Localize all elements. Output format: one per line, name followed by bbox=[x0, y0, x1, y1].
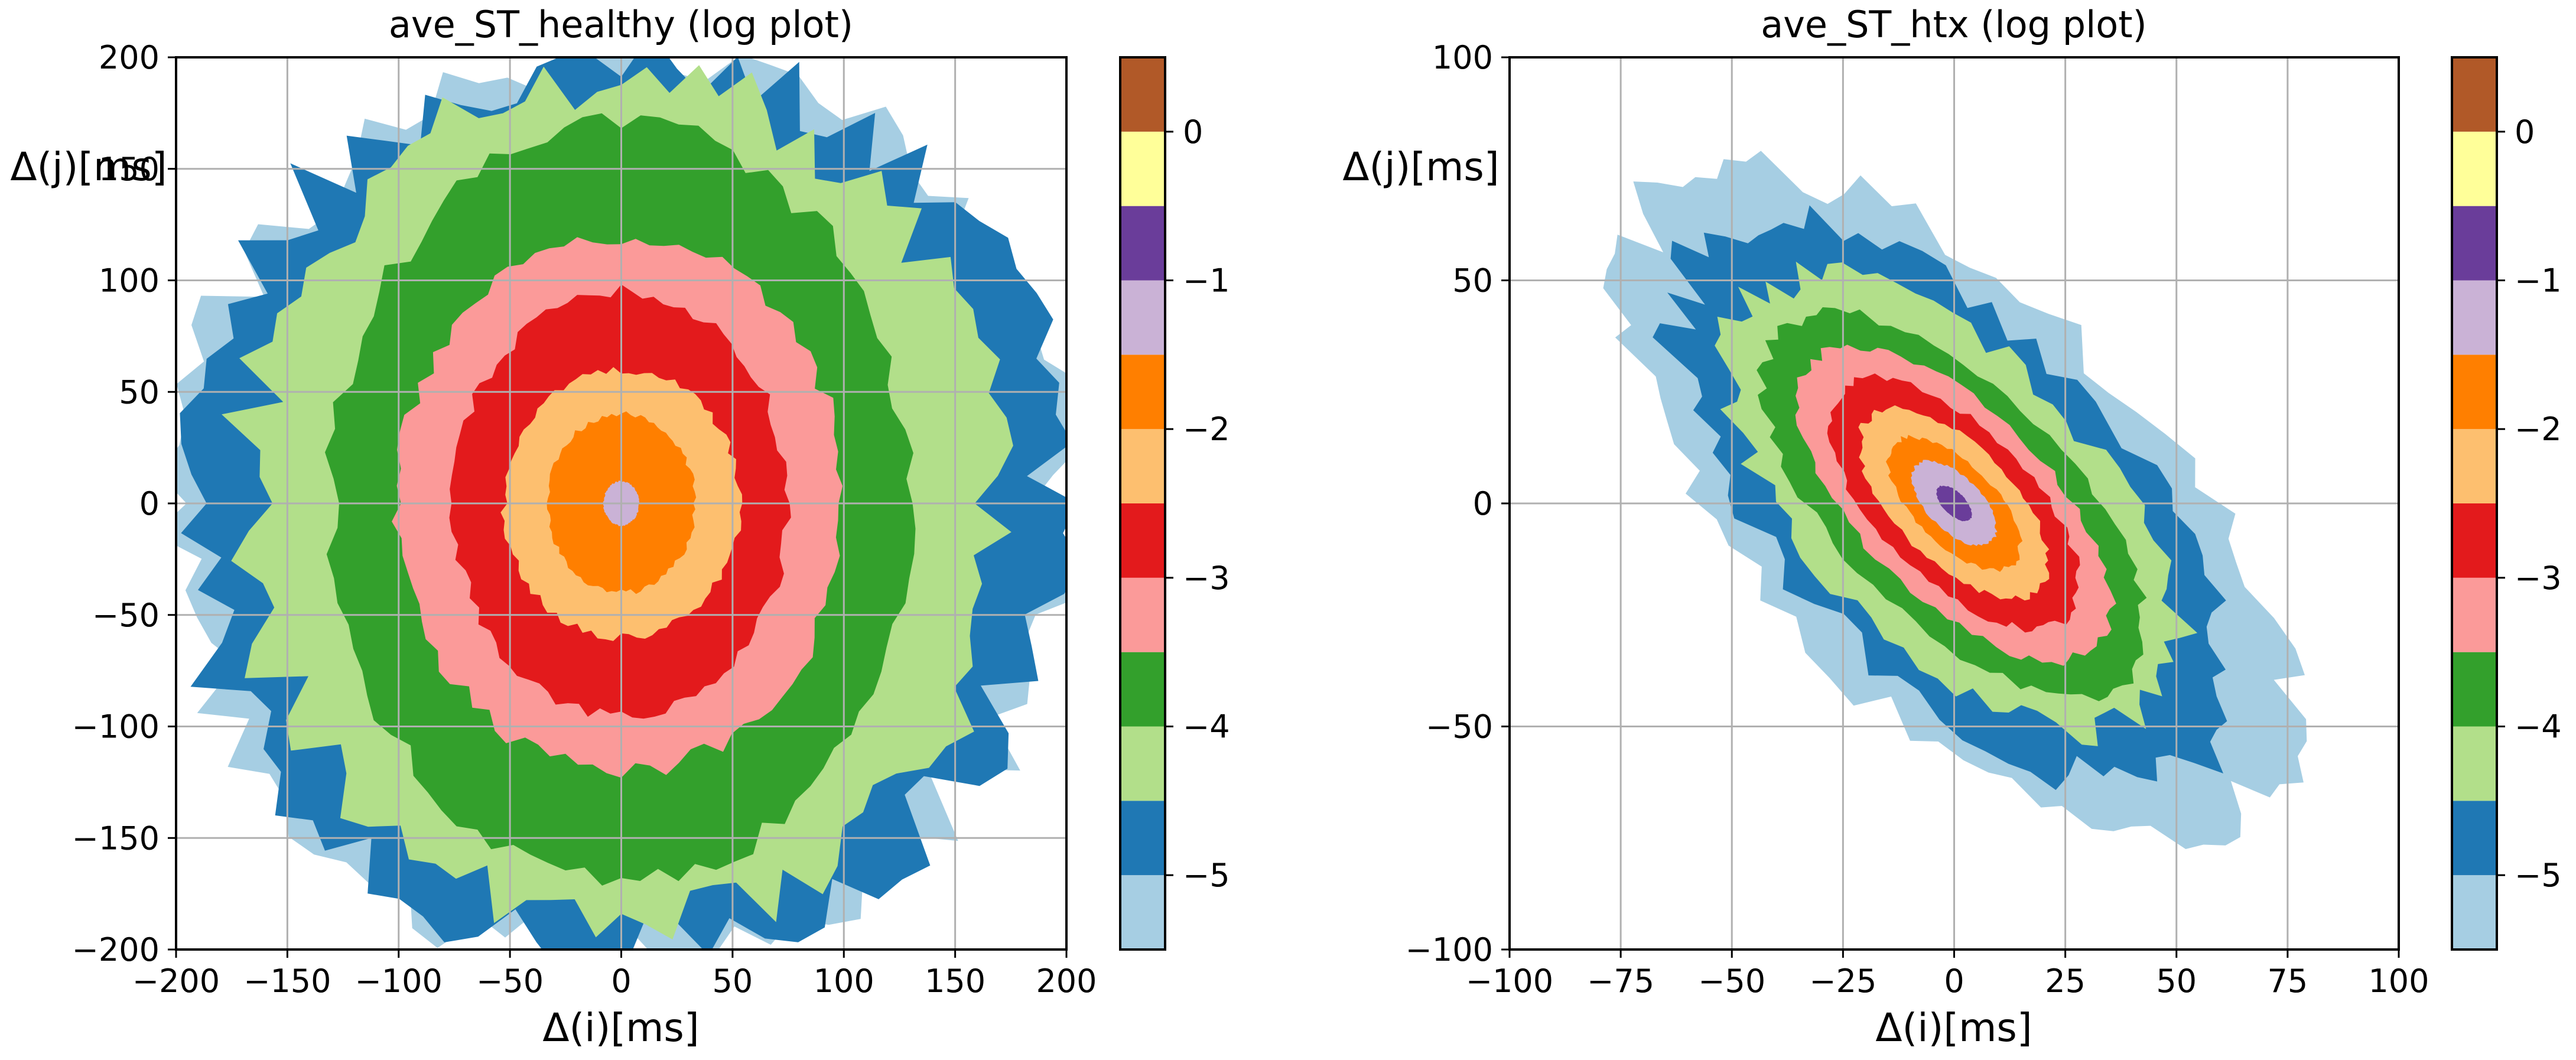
x-tick-label: −50 bbox=[1698, 963, 1765, 1000]
x-tick-label: −100 bbox=[1466, 963, 1553, 1000]
y-tick-label: 0 bbox=[1473, 485, 1493, 522]
colorbar-band-3 bbox=[1120, 652, 1165, 727]
y-tick-label: 50 bbox=[1452, 262, 1493, 300]
colorbar-band-7 bbox=[1120, 355, 1165, 430]
y-tick-label: 150 bbox=[99, 151, 160, 188]
colorbar-band-1 bbox=[1120, 801, 1165, 876]
x-tick-label: 100 bbox=[2368, 963, 2429, 1000]
y-tick-label: 0 bbox=[139, 485, 160, 522]
x-tick-label: 75 bbox=[2268, 963, 2308, 1000]
x-tick-label: −75 bbox=[1587, 963, 1654, 1000]
colorbar-band-2 bbox=[2452, 726, 2497, 801]
colorbar-tick-label: −2 bbox=[1183, 411, 1230, 448]
colorbar-band-9 bbox=[1120, 206, 1165, 281]
x-tick-label: 50 bbox=[713, 963, 753, 1000]
colorbar-band-0 bbox=[1120, 875, 1165, 950]
colorbar-band-5 bbox=[1120, 503, 1165, 578]
colorbar-tick-label: −5 bbox=[1183, 857, 1230, 894]
colorbar-band-4 bbox=[1120, 577, 1165, 652]
colorbar-tick-label: −3 bbox=[1183, 560, 1230, 597]
x-tick-label: −200 bbox=[132, 963, 220, 1000]
y-tick-label: 100 bbox=[1432, 39, 1493, 76]
colorbar-band-1 bbox=[2452, 801, 2497, 876]
colorbar-band-0 bbox=[2452, 875, 2497, 950]
y-tick-label: −50 bbox=[1426, 708, 1493, 746]
x-tick-label: 50 bbox=[2156, 963, 2197, 1000]
colorbar-band-11 bbox=[1120, 57, 1165, 132]
x-tick-label: −50 bbox=[476, 963, 544, 1000]
x-axis-label-healthy: Δ(i)[ms] bbox=[542, 1005, 699, 1051]
colorbar-band-6 bbox=[1120, 429, 1165, 503]
y-ticks-htx: −100 −50 0 50 100 bbox=[1406, 39, 1510, 968]
colorbar-frame bbox=[2451, 56, 2498, 951]
colorbar-tick-label: 0 bbox=[1183, 113, 1203, 151]
x-tick-label: 0 bbox=[611, 963, 631, 1000]
x-ticks-htx: −100 −75 −50 −25 0 25 50 75 100 bbox=[1466, 950, 2429, 1000]
y-tick-label: −200 bbox=[72, 931, 160, 968]
colorbar-tick-label: −1 bbox=[1183, 262, 1230, 300]
colorbar-frame bbox=[1119, 56, 1166, 951]
y-tick-label: −100 bbox=[1406, 931, 1493, 968]
y-tick-label: −150 bbox=[72, 820, 160, 857]
colorbar-band-10 bbox=[1120, 131, 1165, 206]
colorbar-band-11 bbox=[2452, 57, 2497, 132]
colorbar-tick-label: −2 bbox=[2515, 411, 2562, 448]
y-tick-label: 50 bbox=[119, 373, 160, 411]
y-tick-label: 100 bbox=[99, 262, 160, 300]
colorbar-band-7 bbox=[2452, 355, 2497, 430]
colorbar-band-9 bbox=[2452, 206, 2497, 281]
colorbar-band-6 bbox=[2452, 429, 2497, 503]
x-ticks-healthy: −200 −150 −100 −50 0 50 100 150 200 bbox=[132, 950, 1097, 1000]
y-ticks-healthy: −200 −150 −100 −50 0 50 100 150 200 bbox=[72, 39, 176, 968]
y-axis-label-htx: Δ(j)[ms] bbox=[1342, 144, 1499, 190]
colorbar-band-5 bbox=[2452, 503, 2497, 578]
colorbar-band-3 bbox=[2452, 652, 2497, 727]
colorbar-band-10 bbox=[2452, 131, 2497, 206]
colorbar-band-8 bbox=[2452, 280, 2497, 355]
colorbar-tick-label: −4 bbox=[1183, 708, 1230, 746]
x-axis-label-htx: Δ(i)[ms] bbox=[1875, 1005, 2032, 1051]
x-tick-label: 0 bbox=[1944, 963, 1964, 1000]
y-tick-label: −50 bbox=[92, 597, 160, 634]
chart-title-healthy: ave_ST_healthy (log plot) bbox=[389, 3, 853, 46]
y-tick-label: −100 bbox=[72, 708, 160, 746]
panel-healthy: −200 −150 −100 −50 0 50 100 150 200 −200−150−100… bbox=[10, 3, 1230, 1051]
y-axis-label-healthy: Δ(j)[ms] bbox=[10, 144, 167, 190]
x-tick-label: −100 bbox=[355, 963, 443, 1000]
colorbar-tick-label: 0 bbox=[2515, 113, 2535, 151]
colorbar-healthy: −5 −4 −3 −2 −1 0 bbox=[1119, 56, 1230, 951]
colorbar-tick-label: −4 bbox=[2515, 708, 2562, 746]
colorbar-tick-label: −3 bbox=[2515, 560, 2562, 597]
x-tick-label: 150 bbox=[925, 963, 985, 1000]
x-tick-label: −150 bbox=[243, 963, 331, 1000]
colorbar-band-2 bbox=[1120, 726, 1165, 801]
colorbar-band-8 bbox=[1120, 280, 1165, 355]
colorbar-band-4 bbox=[2452, 577, 2497, 652]
y-tick-label: 200 bbox=[99, 39, 160, 76]
colorbar-htx: −5 −4 −3 −2 −1 0 bbox=[2451, 56, 2562, 951]
chart-title-htx: ave_ST_htx (log plot) bbox=[1761, 3, 2146, 46]
x-tick-label: 25 bbox=[2045, 963, 2086, 1000]
x-tick-label: 200 bbox=[1036, 963, 1097, 1000]
x-tick-label: 100 bbox=[814, 963, 874, 1000]
colorbar-tick-label: −5 bbox=[2515, 857, 2562, 894]
x-tick-label: −25 bbox=[1809, 963, 1876, 1000]
colorbar-tick-label: −1 bbox=[2515, 262, 2562, 300]
